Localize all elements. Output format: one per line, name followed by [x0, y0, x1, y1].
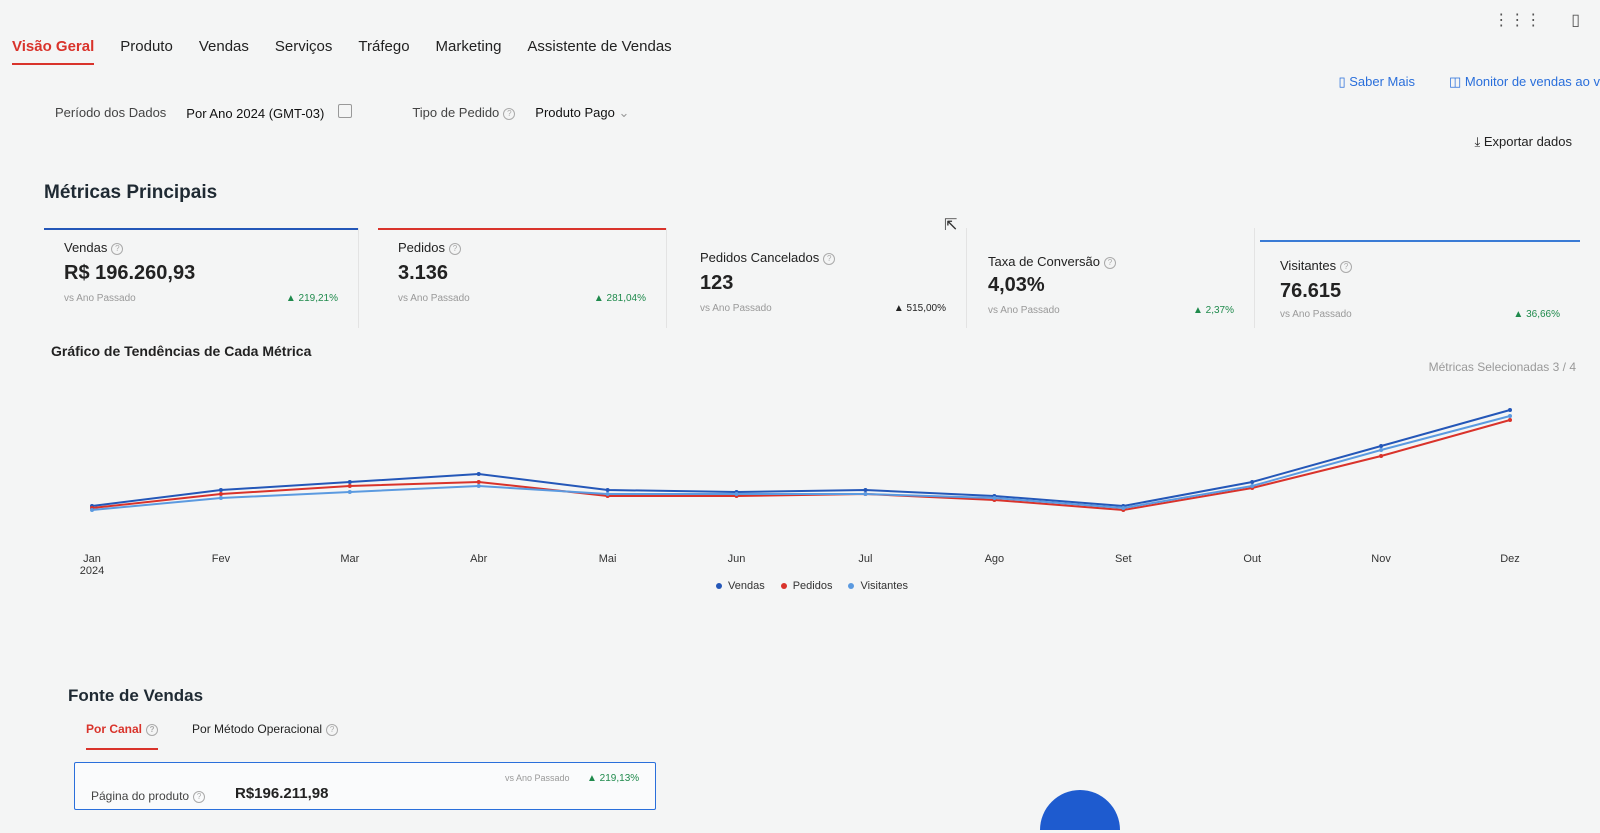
data-point-visitantes[interactable] [347, 490, 352, 494]
tab-produto[interactable]: Produto [120, 38, 173, 55]
info-icon: ? [1104, 256, 1117, 269]
data-point-vendas[interactable] [605, 488, 610, 492]
tab-assistente-de-vendas[interactable]: Assistente de Vendas [527, 38, 672, 55]
tab-servicos[interactable]: Serviços [274, 38, 333, 55]
info-icon: ? [448, 242, 461, 255]
download-icon: ⤓ [1474, 134, 1484, 149]
data-point-pedidos[interactable] [1508, 418, 1512, 422]
saber-mais-link[interactable]: ▯ Saber Mais [1338, 74, 1415, 89]
legend-item-visitantes[interactable]: Visitantes [848, 580, 908, 592]
series-line-visitantes [91, 415, 1511, 511]
info-icon: ? [1340, 260, 1353, 273]
periodo-label: Período dos Dados [55, 105, 167, 120]
tab-marketing[interactable]: Marketing [435, 38, 502, 55]
data-point-visitantes[interactable] [1250, 484, 1255, 488]
data-point-visitantes[interactable] [1121, 506, 1126, 510]
x-tick-label: Abr [470, 553, 487, 565]
tipo-de-pedido-select[interactable]: Produto Pago ⌄ [535, 104, 630, 120]
x-tick-label: Mar [340, 553, 359, 565]
chevron-down-icon: ⌄ [618, 104, 630, 120]
data-point-vendas[interactable] [863, 488, 868, 492]
x-tick-label: Jul [858, 553, 872, 565]
chart-icon: ◫ [1448, 74, 1465, 89]
chart-legend: Vendas Pedidos Visitantes [716, 580, 908, 592]
tab-por-metodo-operacional[interactable]: Por Método Operacional? [192, 722, 339, 750]
data-point-pedidos[interactable] [347, 484, 352, 488]
data-point-vendas[interactable] [476, 472, 481, 476]
chart-title: Gráfico de Tendências de Cada Métrica [51, 343, 312, 359]
series-line-vendas [91, 409, 1511, 508]
data-point-visitantes[interactable] [90, 508, 94, 512]
top-bar: Visão Geral Produto Vendas Serviços Tráf… [0, 0, 1600, 80]
metric-card-pedidos[interactable]: Pedidos? 3.136 vs Ano Passado ▲ 281,04% [378, 228, 667, 328]
data-point-pedidos[interactable] [476, 480, 481, 484]
info-icon: ? [823, 252, 836, 265]
x-tick-label: Ago [985, 553, 1005, 565]
series-line-pedidos [91, 419, 1511, 512]
data-point-visitantes[interactable] [605, 492, 610, 496]
main-tabs: Visão Geral Produto Vendas Serviços Tráf… [12, 36, 672, 65]
info-icon: ? [111, 242, 124, 255]
info-icon: ? [503, 107, 516, 120]
book-icon[interactable]: ▯ [1571, 12, 1580, 29]
tab-trafego[interactable]: Tráfego [358, 38, 410, 55]
export-button[interactable]: ⤓ Exportar dados [1474, 134, 1572, 149]
data-point-visitantes[interactable] [863, 492, 868, 496]
x-tick-label: Out [1243, 553, 1261, 565]
data-point-visitantes[interactable] [992, 496, 997, 500]
metric-card-pedidos-cancelados[interactable]: Pedidos Cancelados? 123 vs Ano Passado ▲… [680, 228, 967, 328]
selected-metrics-dropdown[interactable]: Métricas Selecionadas 3 / 4 [1428, 360, 1576, 374]
x-tick-label: Nov [1371, 553, 1391, 565]
tipo-de-pedido-label: Tipo de Pedido? [412, 105, 516, 120]
fonte-de-vendas-title: Fonte de Vendas [68, 686, 204, 705]
x-tick-label: Dez [1500, 553, 1520, 565]
x-tick-label: Fev [212, 553, 231, 565]
grid-icon[interactable]: ⋮⋮⋮ [1493, 12, 1542, 29]
fonte-subtabs: Por Canal? Por Método Operacional? [86, 722, 339, 750]
data-point-visitantes[interactable] [218, 496, 223, 500]
trend-line-chart: Jan 2024 Fev Mar Abr Mai Jun Jul Ago Set Out Nov Dez [80, 408, 1520, 577]
metrics-row: Vendas? R$ 196.260,93 vs Ano Passado ▲ 2… [44, 228, 1584, 338]
tab-por-canal[interactable]: Por Canal? [86, 722, 159, 750]
tab-vendas[interactable]: Vendas [198, 38, 249, 55]
data-point-pedidos[interactable] [218, 492, 223, 496]
data-point-visitantes[interactable] [1379, 448, 1384, 452]
x-tick-label: Jan 2024 [80, 553, 104, 577]
data-point-vendas[interactable] [1508, 408, 1512, 412]
section-title: Métricas Principais [44, 182, 218, 203]
data-point-visitantes[interactable] [1508, 414, 1512, 418]
info-icon: ? [193, 790, 206, 803]
x-tick-label: Mai [599, 553, 617, 565]
tab-visao-geral[interactable]: Visão Geral [12, 36, 95, 65]
info-icon: ? [326, 723, 339, 736]
metric-card-visitantes[interactable]: Visitantes? 76.615 vs Ano Passado ▲ 36,6… [1260, 228, 1580, 328]
data-point-visitantes[interactable] [476, 484, 481, 488]
mouse-cursor-icon: ⇱ [944, 217, 958, 234]
data-point-vendas[interactable] [347, 480, 352, 484]
x-tick-label: Jun [728, 553, 746, 565]
calendar-icon[interactable] [338, 104, 353, 118]
x-tick-label: Set [1115, 553, 1132, 565]
metric-card-taxa-de-conversao[interactable]: Taxa de Conversão? 4,03% vs Ano Passado … [968, 228, 1255, 328]
info-icon: ? [146, 723, 159, 736]
data-point-visitantes[interactable] [734, 492, 739, 496]
data-point-vendas[interactable] [1379, 444, 1384, 448]
periodo-selector[interactable]: Por Ano 2024 (GMT-03) [186, 104, 353, 121]
legend-item-pedidos[interactable]: Pedidos [780, 580, 832, 592]
floating-chat-button[interactable] [1040, 790, 1120, 830]
data-point-vendas[interactable] [218, 488, 223, 492]
source-card-pagina-do-produto[interactable]: Página do produto? R$196.211,98 vs Ano P… [74, 762, 656, 810]
book-icon: ▯ [1338, 74, 1350, 89]
legend-item-vendas[interactable]: Vendas [716, 580, 765, 592]
data-point-vendas[interactable] [1250, 480, 1255, 484]
filters-bar: Período dos Dados Por Ano 2024 (GMT-03) … [55, 104, 629, 121]
metric-card-vendas[interactable]: Vendas? R$ 196.260,93 vs Ano Passado ▲ 2… [44, 228, 359, 328]
data-point-pedidos[interactable] [1379, 454, 1384, 458]
monitor-de-vendas-link[interactable]: ◫ Monitor de vendas ao v [1448, 74, 1600, 89]
